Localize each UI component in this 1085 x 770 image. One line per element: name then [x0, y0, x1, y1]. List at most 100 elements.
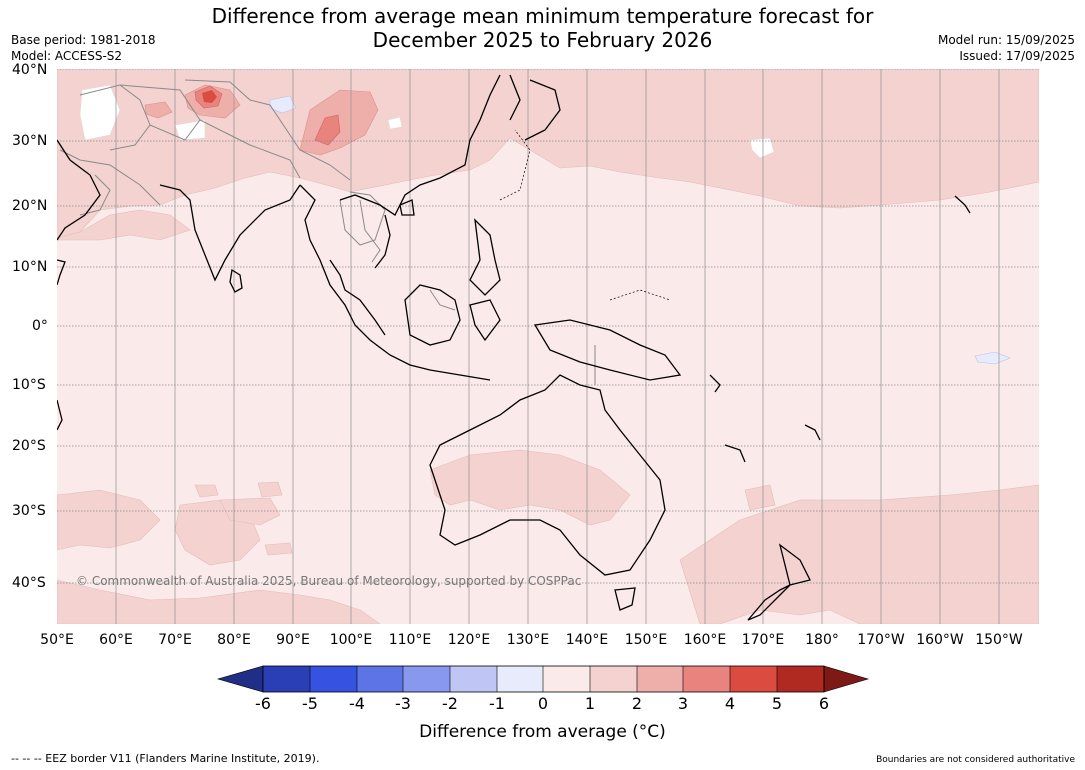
himalaya-cool — [269, 95, 297, 114]
pacific-warm-blob — [744, 484, 776, 511]
new-caledonia — [724, 444, 746, 463]
cool-anomaly-regions — [269, 95, 1011, 365]
philippines — [469, 218, 501, 296]
tasmania — [614, 587, 636, 611]
colorbar-swatch — [777, 666, 824, 692]
model-run: Model run: 15/09/2025 — [937, 33, 1075, 47]
meta-right: Model run: 15/09/2025 Issued: 17/09/2025 — [938, 32, 1075, 64]
lat-label-20s: 20°S — [12, 438, 46, 454]
iran-warm-blob — [144, 101, 173, 119]
lon-label: 160°W — [916, 632, 964, 648]
lon-label: 120°E — [447, 632, 491, 648]
myanmar-malay-coast — [299, 184, 356, 326]
lat-label-30n: 30°N — [12, 133, 48, 149]
colorbar-tick: 3 — [677, 694, 689, 713]
eez-borders — [499, 129, 671, 301]
colorbar-tick: 2 — [631, 694, 643, 713]
lat-label-30s: 30°S — [12, 503, 46, 519]
lon-label: 180° — [805, 632, 839, 648]
lat-label-10s: 10°S — [12, 377, 46, 393]
lon-label: 170°W — [857, 632, 905, 648]
band-4-5-hotspot — [202, 90, 217, 103]
base-period: Base period: 1981-2018 — [11, 33, 156, 47]
lon-label: 130°E — [506, 632, 550, 648]
pacific-cool — [974, 351, 1011, 365]
sri-lanka — [229, 268, 243, 293]
lon-label: 80°E — [217, 632, 251, 648]
colorbar-tick: -3 — [395, 694, 411, 713]
colorbar-extend-low — [216, 665, 264, 693]
australia-warm-band — [429, 449, 631, 526]
colorbar-swatch — [590, 666, 637, 692]
borneo — [404, 284, 461, 346]
lon-label: 160°E — [683, 632, 727, 648]
title-line-1: Difference from average mean minimum tem… — [211, 4, 874, 28]
colorbar-swatch — [730, 666, 777, 692]
colorbar-tick: -1 — [489, 694, 505, 713]
band-0-1-regions — [79, 84, 775, 159]
pacific-lighter — [749, 137, 775, 159]
south-warm-band — [57, 579, 381, 624]
colorbar-tick: 4 — [724, 694, 736, 713]
eez-border-note: -- -- -- EEZ border V11 (Flanders Marine… — [11, 752, 320, 765]
colorbar-tick: 5 — [771, 694, 783, 713]
colorbar-extend-high — [823, 665, 870, 693]
meta-left: Base period: 1981-2018 Model: ACCESS-S2 — [11, 32, 156, 64]
indian-warm-blob-2 — [219, 497, 281, 526]
lat-label-10n: 10°N — [12, 259, 48, 275]
title-line-2: December 2025 to February 2026 — [372, 28, 713, 52]
horn-of-africa — [57, 259, 66, 286]
lon-label: 70°E — [158, 632, 192, 648]
korea-coast — [509, 74, 521, 121]
australia — [429, 374, 666, 576]
colorbar-tick: -4 — [349, 694, 365, 713]
colorbar-swatch — [450, 666, 497, 692]
colorbar-swatch — [357, 666, 404, 692]
colorbar — [216, 665, 870, 693]
colorbar-swatch — [263, 666, 310, 692]
map-title: Difference from average mean minimum tem… — [0, 4, 1085, 52]
sumatra-java-coast — [354, 324, 491, 381]
arabia-lighter — [79, 84, 121, 141]
lat-label-40n: 40°N — [12, 62, 48, 78]
tasman-warm-band — [679, 484, 1039, 624]
colorbar-dividers — [309, 666, 778, 692]
lon-label: 150°E — [624, 632, 668, 648]
boundaries-disclaimer: Boundaries are not considered authoritat… — [876, 755, 1075, 765]
madagascar-hint — [57, 399, 63, 431]
colorbar-swatch — [497, 666, 544, 692]
hawaii — [954, 195, 971, 214]
colorbar-tick: -5 — [302, 694, 318, 713]
lon-label: 50°E — [40, 632, 74, 648]
lon-label: 90°E — [276, 632, 310, 648]
tibet-hotspot — [314, 114, 341, 146]
indian-warm-blob-3 — [194, 484, 219, 498]
model-name: Model: ACCESS-S2 — [11, 49, 123, 63]
lon-label: 110°E — [388, 632, 432, 648]
hainan — [399, 199, 415, 216]
china-coast — [339, 74, 501, 216]
colorbar-tick: 0 — [537, 694, 549, 713]
sulawesi — [469, 299, 501, 342]
sw-indian-warm-band — [57, 489, 161, 551]
colorbar-swatch — [310, 666, 357, 692]
band-1-2-regions — [57, 69, 1039, 624]
colorbar-label: Difference from average (°C) — [419, 722, 666, 742]
japan-coast — [524, 79, 561, 141]
colorbar-tick: -2 — [442, 694, 458, 713]
china-lighter — [387, 116, 403, 130]
colorbar-tick: -6 — [255, 694, 271, 713]
afghan-lighter — [174, 119, 206, 141]
colorbar-tick: 6 — [818, 694, 830, 713]
fiji — [804, 424, 821, 441]
coastlines — [57, 74, 971, 621]
solomons — [709, 374, 721, 393]
colorbar-swatch — [683, 666, 730, 692]
arabian-warm-band — [57, 209, 191, 241]
lat-label-20n: 20°N — [12, 198, 48, 214]
arabia-coast — [57, 139, 101, 241]
colorbar-tick: 1 — [584, 694, 596, 713]
issued-date: Issued: 17/09/2025 — [959, 49, 1075, 63]
nz-south-island — [747, 584, 791, 621]
lon-label: 170°E — [741, 632, 785, 648]
